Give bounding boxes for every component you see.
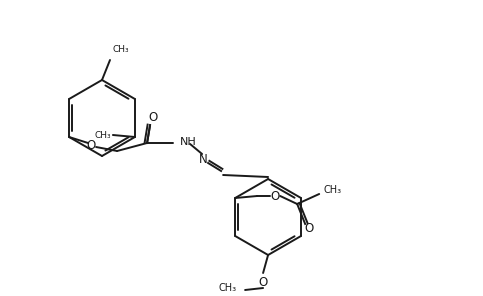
Text: CH₃: CH₃ [323, 185, 341, 195]
Text: NH: NH [180, 137, 197, 147]
Text: N: N [199, 152, 208, 165]
Text: O: O [305, 221, 314, 234]
Text: O: O [270, 189, 280, 202]
Text: CH₃: CH₃ [112, 45, 128, 54]
Text: O: O [148, 110, 158, 123]
Text: O: O [258, 276, 268, 289]
Text: CH₃: CH₃ [94, 131, 111, 139]
Text: CH₃: CH₃ [219, 283, 237, 293]
Text: O: O [86, 139, 96, 152]
